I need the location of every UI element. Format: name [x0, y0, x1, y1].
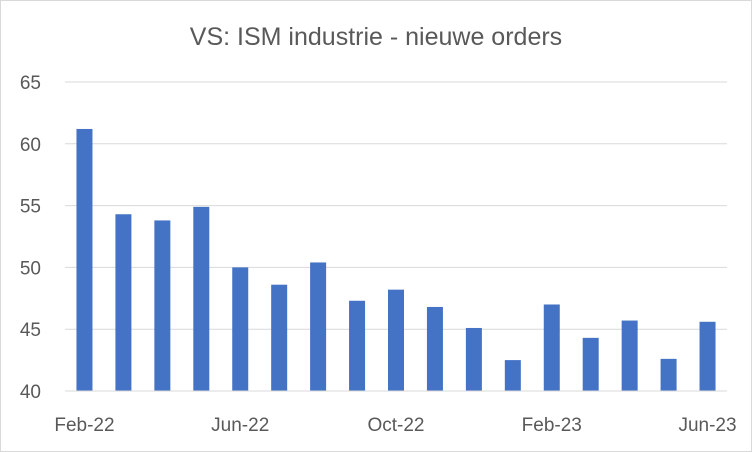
- bar-mar-23: [582, 337, 599, 391]
- bar-feb-22: [76, 128, 93, 391]
- x-tick-label: Oct-22: [367, 415, 424, 436]
- chart-title: VS: ISM industrie - nieuwe orders: [189, 23, 563, 51]
- bar-sep-22: [349, 300, 366, 391]
- y-tick-label: 55: [20, 197, 41, 218]
- bar-oct-22: [388, 289, 404, 391]
- x-tick-label: Feb-22: [54, 415, 114, 436]
- y-tick-label: 45: [20, 320, 41, 341]
- bar-apr-23: [621, 320, 638, 391]
- bar-may-22: [193, 206, 210, 391]
- y-tick-label: 60: [20, 135, 41, 156]
- x-tick-label: Jun-22: [211, 415, 269, 436]
- bar-nov-22: [426, 306, 443, 391]
- gridlines: [65, 81, 727, 330]
- bars: [76, 128, 716, 391]
- x-tick-label: Feb-23: [522, 415, 582, 436]
- x-tick-label: Jun-23: [678, 415, 736, 436]
- y-axis-ticks: 40 45 50 55 60 65: [20, 73, 41, 403]
- bar-mar-22: [115, 214, 132, 391]
- y-tick-label: 40: [20, 382, 41, 403]
- bar-jan-23: [504, 360, 521, 391]
- bar-jun-23: [699, 321, 716, 391]
- y-tick-label: 65: [20, 73, 41, 94]
- x-axis-ticks: Feb-22 Jun-22 Oct-22 Feb-23 Jun-23: [54, 415, 736, 436]
- y-tick-label: 50: [20, 258, 41, 279]
- bar-apr-22: [154, 220, 171, 391]
- bar-jul-22: [271, 284, 288, 391]
- bar-aug-22: [310, 262, 327, 391]
- bar-jun-22: [232, 267, 249, 391]
- bar-may-23: [660, 358, 677, 391]
- bar-dec-22: [465, 327, 482, 391]
- bar-feb-23: [543, 304, 560, 391]
